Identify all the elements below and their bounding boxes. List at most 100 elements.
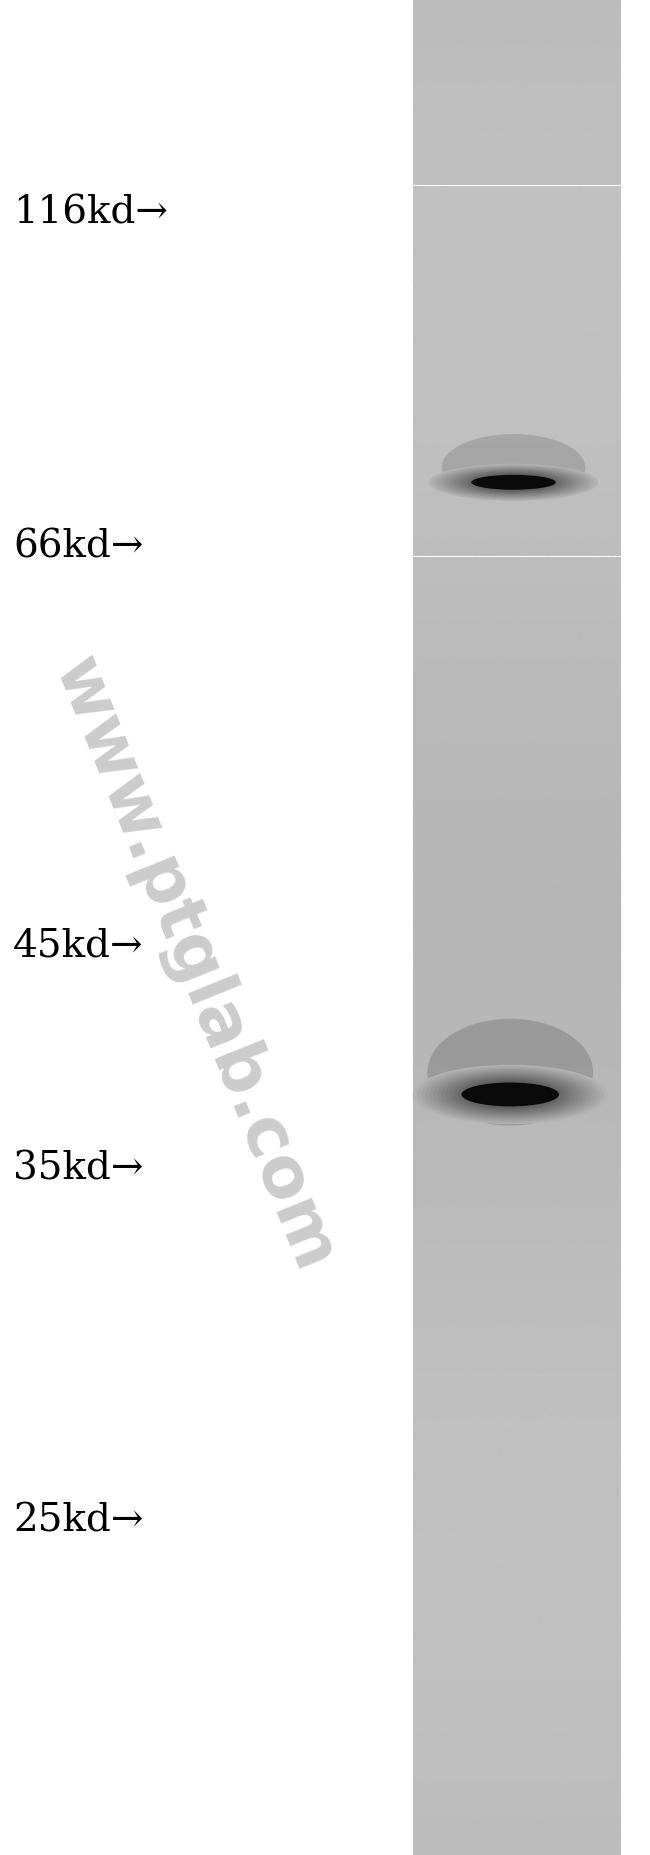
Point (432, 1417, 442, 1447)
Point (489, 1219, 499, 1248)
Point (492, 788, 502, 818)
Point (537, 477, 547, 506)
Point (547, 1820, 557, 1849)
Point (540, 809, 551, 838)
Point (494, 121, 504, 150)
Point (602, 766, 612, 796)
Point (469, 889, 479, 918)
Point (603, 293, 613, 323)
Point (491, 1414, 501, 1443)
Point (530, 1349, 541, 1378)
Point (604, 486, 615, 516)
Point (424, 35, 434, 65)
Point (528, 1439, 538, 1469)
Point (477, 809, 488, 838)
Point (501, 289, 512, 319)
Point (431, 72, 441, 102)
Point (426, 308, 436, 338)
Point (416, 1660, 426, 1690)
Point (484, 176, 495, 206)
Point (434, 1020, 444, 1050)
Point (474, 32, 484, 61)
Point (614, 631, 624, 660)
Point (608, 584, 618, 614)
Point (484, 1491, 495, 1521)
Point (409, 1649, 419, 1679)
Point (558, 493, 569, 523)
Point (421, 1833, 431, 1855)
Point (434, 670, 445, 699)
Point (467, 1441, 478, 1471)
Point (467, 1293, 478, 1323)
Point (489, 1235, 500, 1265)
Point (580, 1094, 591, 1124)
Point (557, 1271, 567, 1300)
Point (552, 50, 562, 80)
Point (495, 1215, 506, 1245)
Point (460, 388, 471, 417)
Point (593, 419, 604, 449)
Point (536, 1527, 547, 1556)
Point (506, 1399, 516, 1428)
Point (588, 1224, 598, 1254)
Point (556, 1280, 567, 1310)
Point (535, 584, 545, 614)
Point (584, 1740, 594, 1770)
Point (545, 1358, 556, 1388)
Point (439, 1503, 450, 1532)
Point (434, 905, 444, 935)
Point (497, 1315, 507, 1345)
Point (540, 555, 551, 584)
Point (554, 692, 564, 722)
Point (432, 1614, 443, 1644)
Point (548, 1447, 558, 1477)
Point (545, 694, 555, 723)
Point (543, 169, 553, 198)
Point (450, 306, 461, 336)
Point (458, 475, 469, 505)
Point (472, 182, 482, 211)
Point (514, 1781, 524, 1810)
Point (543, 521, 553, 551)
Point (516, 1280, 526, 1310)
Point (432, 46, 442, 76)
Point (457, 662, 467, 692)
Point (541, 1590, 551, 1619)
Point (584, 1235, 595, 1265)
Point (524, 1167, 534, 1196)
Point (588, 278, 598, 308)
Point (420, 20, 430, 50)
Point (486, 1809, 496, 1838)
Point (522, 568, 532, 597)
Point (532, 276, 542, 306)
Point (503, 889, 514, 918)
Bar (413, 195, 621, 204)
Ellipse shape (462, 1080, 559, 1109)
Point (474, 751, 485, 781)
Point (472, 313, 482, 343)
Point (598, 430, 608, 460)
Point (447, 85, 457, 115)
Point (596, 1137, 606, 1167)
Point (553, 519, 564, 549)
Point (571, 965, 581, 994)
Point (531, 56, 541, 85)
Point (440, 0, 450, 30)
Bar (413, 445, 621, 454)
Point (443, 1657, 453, 1686)
Point (561, 946, 571, 976)
Point (488, 803, 498, 833)
Point (486, 1744, 496, 1773)
Point (436, 1838, 447, 1855)
Point (454, 1228, 465, 1258)
Point (578, 321, 588, 351)
Point (432, 1718, 443, 1747)
Point (520, 371, 530, 401)
Bar (413, 1085, 621, 1094)
Bar (413, 1057, 621, 1067)
Point (515, 332, 525, 362)
Point (443, 1478, 453, 1508)
Point (537, 787, 547, 816)
Point (580, 1668, 590, 1697)
Bar (413, 594, 621, 603)
